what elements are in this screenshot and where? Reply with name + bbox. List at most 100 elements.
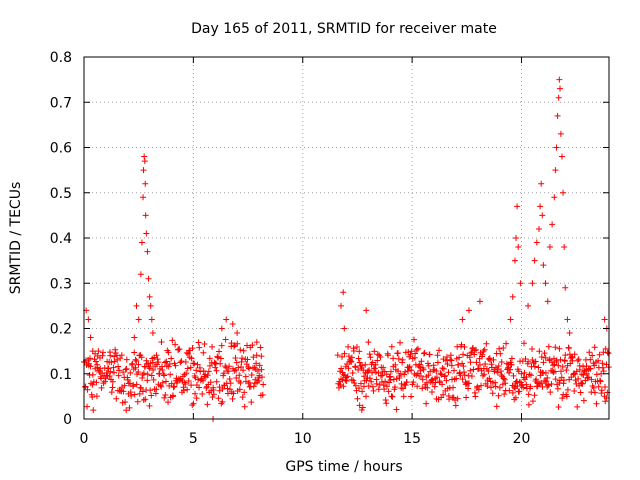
data-point (245, 364, 252, 371)
data-point (467, 350, 474, 357)
data-point (210, 391, 217, 398)
data-point (171, 383, 178, 390)
data-point (501, 391, 508, 398)
y-tick-label: 0.2 (50, 322, 72, 338)
data-point (394, 350, 401, 357)
data-point (213, 367, 220, 374)
data-point (144, 371, 151, 378)
data-point (140, 370, 147, 377)
data-point (536, 348, 543, 355)
y-tick-label: 0.7 (50, 95, 72, 111)
data-point (111, 358, 118, 365)
data-point (148, 316, 155, 323)
data-point (134, 398, 141, 405)
data-point (211, 359, 218, 366)
data-point (127, 369, 134, 376)
data-point (511, 257, 518, 264)
data-point (448, 357, 455, 364)
data-point (489, 390, 496, 397)
data-point (453, 375, 460, 382)
data-point (196, 344, 203, 351)
data-point (461, 343, 468, 350)
data-point (440, 391, 447, 398)
data-point (497, 350, 504, 357)
data-point (148, 392, 155, 399)
data-point (542, 280, 549, 287)
data-point (425, 372, 432, 379)
data-point (406, 363, 413, 370)
data-point (535, 364, 542, 371)
data-point (118, 352, 125, 359)
data-point (387, 368, 394, 375)
data-point (541, 350, 548, 357)
data-point (459, 360, 466, 367)
y-tick-label: 0.6 (50, 141, 72, 157)
data-point (544, 374, 551, 381)
data-point (557, 85, 563, 92)
data-point (434, 352, 441, 359)
data-point (478, 382, 485, 389)
data-point (521, 369, 528, 376)
data-point (496, 345, 503, 352)
data-point (181, 379, 188, 386)
data-point (488, 384, 495, 391)
data-point (525, 358, 532, 365)
data-point (227, 380, 234, 387)
data-point (122, 399, 129, 406)
data-point (185, 350, 192, 357)
data-point (404, 367, 411, 374)
data-point (95, 348, 102, 355)
data-point (170, 384, 177, 391)
data-point (355, 385, 362, 392)
data-point (542, 354, 549, 361)
data-point (162, 378, 169, 385)
data-point (514, 203, 521, 210)
data-point (217, 355, 224, 362)
data-point (197, 368, 204, 375)
data-point (433, 374, 440, 381)
data-point (600, 368, 607, 375)
data-point (572, 377, 579, 384)
data-point (474, 383, 481, 390)
data-point (418, 358, 425, 365)
data-point (158, 338, 165, 345)
data-point (602, 398, 609, 405)
data-point (598, 387, 605, 394)
data-point (364, 368, 371, 375)
data-point (229, 320, 236, 327)
data-point (461, 372, 468, 379)
data-point (147, 387, 154, 394)
data-point (338, 302, 345, 309)
data-point (386, 374, 393, 381)
data-point (374, 351, 381, 358)
data-point (420, 350, 427, 357)
data-point (482, 360, 489, 367)
data-point (258, 366, 265, 373)
data-point (337, 381, 344, 388)
data-point (460, 363, 467, 370)
data-point (352, 382, 359, 389)
data-point (463, 394, 470, 401)
data-point (340, 383, 347, 390)
data-point (450, 394, 457, 401)
data-point (476, 361, 483, 368)
data-point (397, 339, 404, 346)
data-point (512, 394, 519, 401)
data-point (598, 390, 605, 397)
data-point (471, 347, 478, 354)
data-point (424, 384, 431, 391)
data-point (219, 398, 226, 405)
data-point (116, 367, 123, 374)
data-point (511, 383, 518, 390)
data-point (492, 383, 499, 390)
data-point (98, 384, 105, 391)
data-point (149, 359, 156, 366)
data-point (383, 371, 390, 378)
data-point (109, 384, 116, 391)
data-point (557, 130, 564, 137)
data-point (529, 280, 536, 287)
data-point (586, 349, 593, 356)
data-point (153, 386, 160, 393)
data-point (496, 384, 503, 391)
data-point (563, 367, 570, 374)
